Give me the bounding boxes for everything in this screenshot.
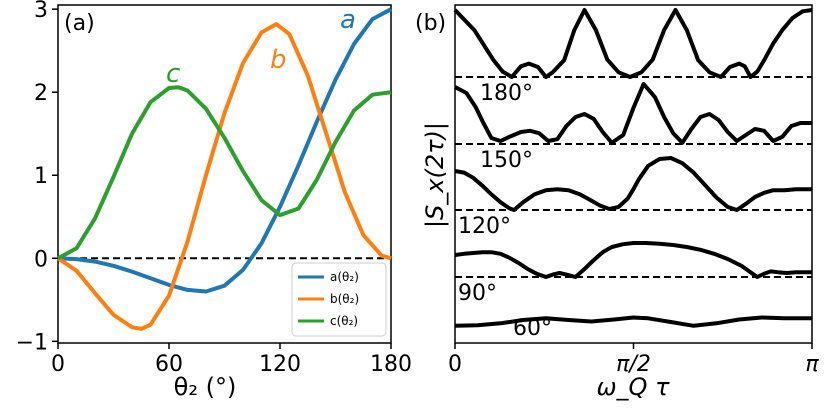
panel-b-tag: (b) (415, 11, 446, 36)
panel-a-xtick-label: 180 (370, 352, 412, 377)
panel-b-chart: 180° 150° 120° 90° 60° 0 π/2 π (b) ω_Q τ |S_x(2… (415, 4, 819, 401)
trace-label: 180° (480, 81, 533, 106)
panel-b-xlabel: ω_Q τ (596, 373, 670, 401)
panel-b-traces (453, 8, 813, 328)
trace-line-60deg (454, 315, 812, 328)
panel-a-xlabel: θ₂ (°) (174, 373, 237, 401)
trace-label: 60° (513, 316, 552, 341)
panel-a-xtick-label: 0 (51, 352, 65, 377)
trace-line-180deg (453, 8, 813, 79)
panel-b-xtick-label: π (805, 352, 819, 377)
trace-line-90deg (454, 241, 812, 279)
panel-a-legend: a(θ₂) b(θ₂) c(θ₂) (291, 262, 387, 337)
series-c-label: c (166, 59, 180, 89)
panel-a-xtick-label: 120 (259, 352, 301, 377)
series-line-c (57, 85, 392, 261)
panel-a-ytick-label: −1 (16, 330, 48, 355)
legend-label-b: b(θ₂) (330, 292, 359, 306)
series-a-label: a (340, 5, 356, 35)
panel-a-frame (57, 4, 392, 344)
series-line-a (57, 7, 392, 294)
panel-a-ytick-label: 3 (34, 0, 48, 23)
trace-line-120deg (454, 156, 812, 212)
trace-label: 90° (458, 281, 497, 306)
panel-a-ytick-label: 1 (34, 164, 48, 189)
legend-box (291, 262, 387, 337)
panel-b-ylabel: |S_x(2τ)| (421, 122, 449, 228)
trace-line-150deg (454, 82, 812, 145)
panel-b-xtick-label: π/2 (616, 352, 651, 377)
panel-b-xtick-label: 0 (448, 352, 462, 377)
panel-a-series (56, 7, 392, 331)
series-b-label: b (270, 45, 287, 75)
trace-label: 120° (458, 214, 511, 239)
panel-a-tag: (a) (64, 11, 95, 36)
panel-a-xtick-label: 60 (155, 352, 183, 377)
legend-label-a: a(θ₂) (330, 270, 359, 284)
panel-a-ytick-label: 2 (34, 81, 48, 106)
panel-a-ytick-label: 0 (34, 247, 48, 272)
legend-label-c: c(θ₂) (330, 314, 358, 328)
trace-label: 150° (480, 148, 533, 173)
panel-b-ticks: 180° 150° 120° 90° 60° 0 π/2 π (448, 81, 819, 377)
panel-b-frame (454, 4, 813, 344)
series-line-b (56, 22, 392, 331)
